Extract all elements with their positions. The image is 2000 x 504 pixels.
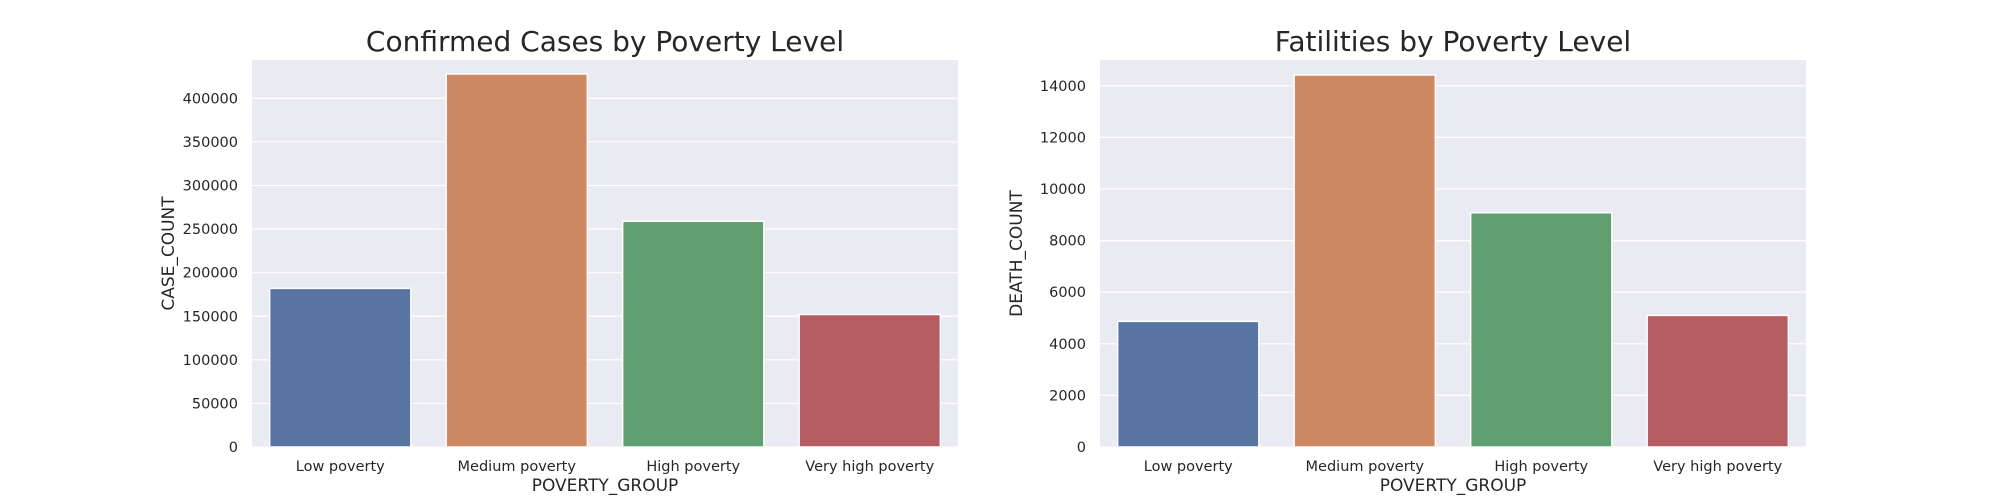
- fatalities-y-tick-label: 2000: [1049, 388, 1086, 404]
- cases-chart-title: Confirmed Cases by Poverty Level: [366, 25, 844, 58]
- cases-y-tick-label: 200000: [183, 266, 238, 282]
- cases-bars: [268, 73, 942, 448]
- fatalities-bars: [1116, 74, 1790, 448]
- cases-bar-very-high-poverty: [798, 313, 942, 448]
- fatalities-y-tick-label: 10000: [1040, 182, 1086, 198]
- cases-x-axis-label: POVERTY_GROUP: [532, 476, 679, 496]
- fatalities-x-ticks: Low poverty Medium poverty High poverty Ver…: [1144, 459, 1783, 475]
- fatalities-y-tick-label: 0: [1077, 440, 1086, 456]
- cases-x-tick-label: Medium poverty: [458, 459, 577, 475]
- cases-y-tick-label: 300000: [183, 179, 238, 195]
- cases-y-tick-label: 400000: [183, 91, 238, 107]
- cases-x-tick-label: Low poverty: [296, 459, 385, 475]
- cases-y-tick-label: 150000: [183, 309, 238, 325]
- cases-y-tick-label: 100000: [183, 353, 238, 369]
- cases-bar-high-poverty: [621, 220, 765, 448]
- fatalities-bar-very-high-poverty: [1646, 314, 1790, 448]
- cases-chart: 0 50000 100000 150000 200000 250000 300000 3500…: [159, 25, 958, 496]
- fatalities-chart: 0 2000 4000 6000 8000 10000 12000 14000 Low pov…: [1007, 25, 1806, 496]
- cases-y-tick-label: 250000: [183, 222, 238, 238]
- fatalities-y-tick-label: 8000: [1049, 234, 1086, 250]
- fatalities-chart-title: Fatilities by Poverty Level: [1275, 25, 1631, 58]
- cases-x-tick-label: Very high poverty: [805, 459, 934, 475]
- fatalities-x-tick-label: Medium poverty: [1306, 459, 1425, 475]
- cases-y-tick-label: 50000: [192, 396, 238, 412]
- cases-bar-low-poverty: [268, 287, 412, 448]
- fatalities-x-axis-label: POVERTY_GROUP: [1380, 476, 1527, 496]
- cases-x-tick-label: High poverty: [646, 459, 740, 475]
- fatalities-y-axis-label: DEATH_COUNT: [1007, 190, 1027, 317]
- fatalities-bar-medium-poverty: [1293, 74, 1437, 448]
- fatalities-y-tick-label: 4000: [1049, 337, 1086, 353]
- cases-x-ticks: Low poverty Medium poverty High poverty Ver…: [296, 459, 935, 475]
- cases-y-tick-label: 0: [229, 440, 238, 456]
- fatalities-x-tick-label: High poverty: [1494, 459, 1588, 475]
- fatalities-x-tick-label: Low poverty: [1144, 459, 1233, 475]
- cases-bar-medium-poverty: [445, 73, 589, 448]
- fatalities-y-tick-label: 14000: [1040, 79, 1086, 95]
- fatalities-x-tick-label: Very high poverty: [1653, 459, 1782, 475]
- fatalities-y-ticks: 0 2000 4000 6000 8000 10000 12000 14000: [1040, 79, 1086, 456]
- fatalities-y-tick-label: 6000: [1049, 285, 1086, 301]
- cases-y-ticks: 0 50000 100000 150000 200000 250000 300000 3500…: [183, 91, 238, 456]
- cases-y-axis-label: CASE_COUNT: [159, 196, 179, 311]
- fatalities-y-tick-label: 12000: [1040, 130, 1086, 146]
- cases-y-tick-label: 350000: [183, 135, 238, 151]
- fatalities-bar-high-poverty: [1469, 211, 1613, 448]
- fatalities-bar-low-poverty: [1116, 320, 1260, 448]
